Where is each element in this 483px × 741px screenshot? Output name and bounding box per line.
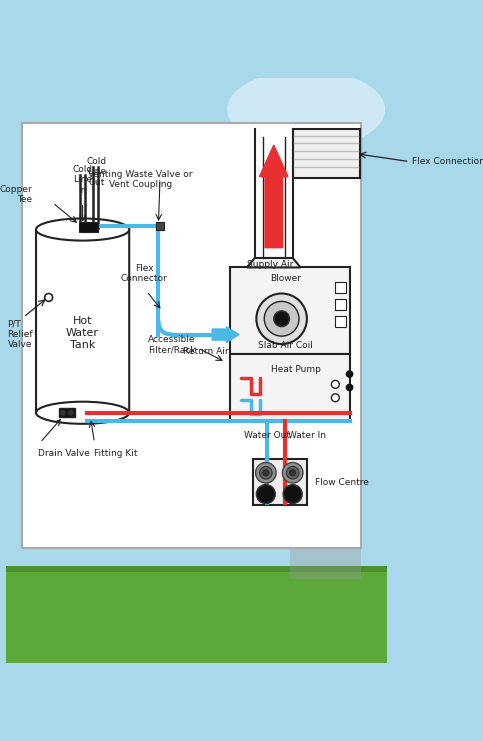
Bar <box>229 354 350 422</box>
FancyArrow shape <box>212 327 239 342</box>
Text: Cold
Line
In: Cold Line In <box>72 165 93 195</box>
Circle shape <box>283 485 302 504</box>
Text: Return Air: Return Air <box>183 348 228 356</box>
Ellipse shape <box>36 402 129 424</box>
Circle shape <box>263 470 269 476</box>
Bar <box>229 268 350 354</box>
Text: Water Out: Water Out <box>244 431 290 440</box>
Bar <box>335 299 346 310</box>
Bar <box>6 566 387 572</box>
Bar <box>293 129 360 178</box>
Text: Flex
Connector: Flex Connector <box>121 264 168 283</box>
Polygon shape <box>247 258 300 268</box>
Bar <box>335 316 346 328</box>
Text: Copper
Tee: Copper Tee <box>0 185 32 205</box>
Text: Blower: Blower <box>270 273 301 283</box>
Bar <box>6 566 387 663</box>
Bar <box>253 459 307 505</box>
FancyBboxPatch shape <box>36 230 129 413</box>
Circle shape <box>283 462 303 483</box>
Circle shape <box>286 466 299 479</box>
Circle shape <box>259 466 272 479</box>
Text: Flow Centre: Flow Centre <box>315 478 369 487</box>
Text: Water In: Water In <box>288 431 326 440</box>
Bar <box>156 222 164 230</box>
Circle shape <box>264 302 299 336</box>
Text: Flex Connection: Flex Connection <box>412 157 483 166</box>
Text: Heat Pump: Heat Pump <box>271 365 321 374</box>
Bar <box>59 408 75 417</box>
Bar <box>79 222 98 232</box>
Bar <box>335 282 346 293</box>
Text: Cold
Line
Out: Cold Line Out <box>87 157 107 187</box>
Text: Venting Waste Valve or
Vent Coupling: Venting Waste Valve or Vent Coupling <box>88 170 193 189</box>
Circle shape <box>256 462 276 483</box>
Circle shape <box>346 385 353 391</box>
Ellipse shape <box>227 70 385 149</box>
Bar <box>318 481 357 520</box>
Circle shape <box>346 371 353 377</box>
Bar <box>22 123 361 548</box>
Text: P/T
Relief
Valve: P/T Relief Valve <box>8 319 33 349</box>
Circle shape <box>256 293 307 344</box>
FancyArrow shape <box>259 145 288 247</box>
Text: Drain Valve: Drain Valve <box>38 449 89 458</box>
Text: Accessible
Filter/Rack: Accessible Filter/Rack <box>148 335 196 354</box>
Bar <box>290 516 361 579</box>
Text: Supply Air: Supply Air <box>247 259 293 268</box>
Circle shape <box>331 380 339 388</box>
Circle shape <box>256 485 275 504</box>
Text: Fitting Kit: Fitting Kit <box>95 449 138 458</box>
Circle shape <box>274 311 289 327</box>
Text: Hot
Water
Tank: Hot Water Tank <box>66 316 99 350</box>
Ellipse shape <box>36 219 129 241</box>
Circle shape <box>60 410 66 416</box>
Text: Slab Air Coil: Slab Air Coil <box>258 342 313 350</box>
Circle shape <box>45 293 53 302</box>
Circle shape <box>331 393 339 402</box>
Circle shape <box>289 470 296 476</box>
Circle shape <box>68 410 74 416</box>
